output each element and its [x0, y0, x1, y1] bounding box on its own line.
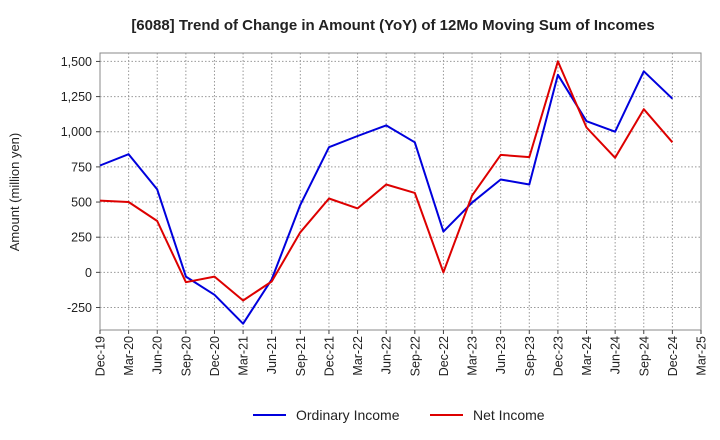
x-tick-label: Dec-24 — [666, 336, 680, 376]
x-tick-label: Mar-21 — [237, 336, 251, 376]
y-tick-label: 250 — [71, 231, 92, 245]
x-tick-label: Sep-24 — [637, 336, 651, 376]
x-tick-label: Mar-25 — [695, 336, 709, 376]
x-tick-label: Mar-22 — [351, 336, 365, 376]
x-tick-label: Dec-23 — [551, 336, 565, 376]
chart-title: [6088] Trend of Change in Amount (YoY) o… — [131, 17, 654, 34]
x-tick-label: Mar-24 — [580, 336, 594, 376]
x-tick-label: Sep-22 — [408, 336, 422, 376]
plot-frame — [99, 52, 702, 331]
y-axis-ticks: -250 0 250 500 750 1,000 1,250 1,500 — [61, 55, 100, 315]
x-tick-label: Dec-22 — [437, 336, 451, 376]
series-line-net-income — [99, 60, 674, 302]
y-tick-label: 1,500 — [61, 55, 92, 69]
y-tick-label: 750 — [71, 160, 92, 174]
y-axis-label: Amount (million yen) — [7, 133, 22, 252]
y-tick-label: 1,250 — [61, 90, 92, 104]
x-axis-ticks: Dec-19 Mar-20 Jun-20 Sep-20 Dec-20 Mar-21 Jun-… — [94, 330, 709, 376]
x-tick-label: Jun-23 — [494, 336, 508, 374]
x-tick-label: Sep-23 — [523, 336, 537, 376]
legend-label-net-income: Net Income — [473, 407, 545, 423]
grid — [100, 53, 701, 330]
x-tick-label: Dec-20 — [208, 336, 222, 376]
series-lines — [99, 60, 674, 325]
legend: Ordinary Income Net Income — [253, 407, 545, 423]
x-tick-label: Jun-21 — [265, 336, 279, 374]
x-tick-label: Sep-20 — [179, 336, 193, 376]
x-tick-label: Dec-21 — [322, 336, 336, 376]
x-tick-label: Sep-21 — [294, 336, 308, 376]
legend-label-ordinary-income: Ordinary Income — [296, 407, 400, 423]
x-tick-label: Jun-20 — [151, 336, 165, 374]
x-tick-label: Mar-23 — [466, 336, 480, 376]
x-tick-label: Jun-22 — [380, 336, 394, 374]
x-tick-label: Dec-19 — [94, 336, 108, 376]
y-tick-label: 500 — [71, 196, 92, 210]
x-tick-label: Jun-24 — [609, 336, 623, 374]
x-tick-label: Mar-20 — [122, 336, 136, 376]
y-tick-label: 1,000 — [61, 125, 92, 139]
y-tick-label: -250 — [67, 301, 92, 315]
y-tick-label: 0 — [85, 266, 92, 280]
